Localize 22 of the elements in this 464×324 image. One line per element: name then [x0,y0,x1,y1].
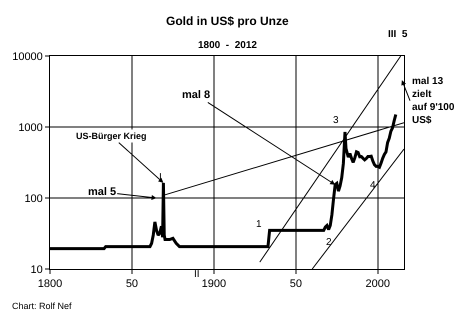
chart-title: Gold in US$ pro Unze [166,14,289,28]
chart-subtitle: 1800 - 2012 [198,40,258,51]
annotation: 3 [333,115,339,126]
y-tick-label: 100 [24,192,43,205]
y-tick-label: 1000 [18,122,43,134]
text: mal 13 zielt auf 9'100 US$ [412,76,455,126]
annotation: 4 [370,180,376,191]
y-tick-label: 10 [30,264,43,276]
x-tick-label: 1800 [38,278,62,290]
x-tick-label: 1900 [202,278,226,290]
x-tick-label: 50 [290,278,302,290]
x-tick-label: 2000 [366,278,390,290]
y-tick-label: 10000 [12,50,43,63]
annotation: mal 8 [182,89,210,101]
text: Chart: Rolf Nef [12,301,72,311]
x-tick-label: 50 [126,278,138,290]
annotation: 2 [326,237,332,248]
annotation: 1 [256,219,262,230]
annotation: II [194,269,200,280]
text: III 5 [388,29,408,40]
annotation: mal 5 [88,186,116,198]
annotation: US-Bürger Krieg [76,131,147,141]
